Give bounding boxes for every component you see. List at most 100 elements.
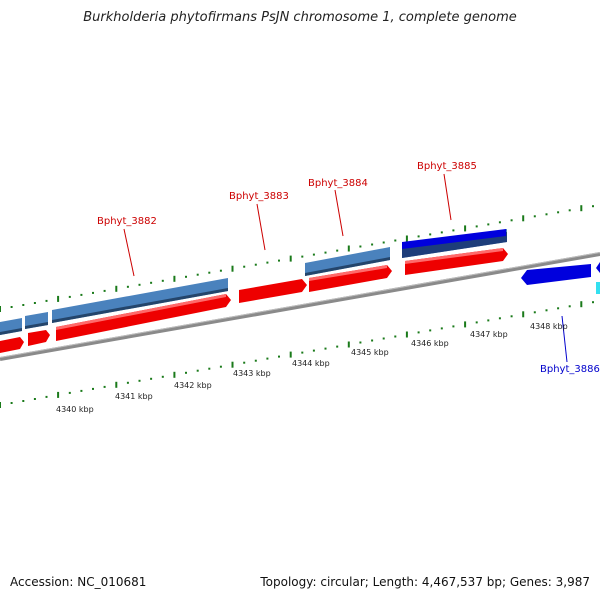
kbp-tick-labels: 4340 kbp 4341 kbp 4342 kbp 4343 kbp 4344… <box>56 322 568 414</box>
ruler-major-tick <box>522 311 525 318</box>
ruler-major-tick <box>464 321 467 328</box>
ruler-minor-tick <box>440 231 443 234</box>
ruler-major-tick <box>0 306 1 312</box>
ruler-minor-tick <box>417 331 420 334</box>
ruler-major-tick <box>405 331 408 338</box>
ruler-minor-tick <box>22 400 25 402</box>
gene-label-leaders <box>123 173 568 363</box>
ruler-minor-tick <box>452 325 455 328</box>
ruler-minor-tick <box>103 289 106 292</box>
ruler-minor-tick <box>150 377 153 380</box>
reverse-cds-arrow[interactable] <box>596 262 600 273</box>
kbp-tick-label: 4347 kbp <box>470 330 508 339</box>
cds-highlight <box>405 248 503 264</box>
reverse-cds-bar[interactable] <box>402 229 506 249</box>
reverse-cds-arrow[interactable] <box>521 264 591 285</box>
gene-label[interactable]: Bphyt_3886 <box>540 364 600 375</box>
ruler-minor-tick <box>487 319 490 322</box>
ruler-minor-tick <box>475 225 478 228</box>
ruler-minor-tick <box>254 263 257 266</box>
ruler-major-tick <box>115 381 118 388</box>
ruler-minor-tick <box>301 351 304 354</box>
forward-cds-arrow[interactable] <box>0 337 24 353</box>
ruler-minor-tick <box>568 305 571 308</box>
cyan-feature[interactable] <box>596 282 600 294</box>
gene-bar[interactable] <box>52 278 228 323</box>
ruler-minor-tick <box>161 279 164 282</box>
ruler-major-tick <box>0 402 1 408</box>
ruler-minor-tick <box>394 335 397 338</box>
ruler-minor-tick <box>196 369 199 372</box>
ruler-minor-tick <box>359 245 362 248</box>
gene-bar-shadow <box>305 257 390 276</box>
forward-cds-arrow[interactable] <box>28 330 50 346</box>
ruler-minor-tick <box>324 347 327 350</box>
gene-label[interactable]: Bphyt_3883 <box>229 191 289 202</box>
gene-label[interactable]: Bphyt_3884 <box>308 178 368 189</box>
ruler-minor-tick <box>533 215 536 218</box>
ruler-minor-tick <box>324 251 327 254</box>
ruler-minor-tick <box>266 357 269 360</box>
ruler-minor-tick <box>126 285 129 288</box>
ruler-minor-tick <box>510 315 513 318</box>
ruler-minor-tick <box>371 243 374 246</box>
ruler-major-tick <box>231 361 234 368</box>
ruler-minor-tick <box>429 233 432 236</box>
ruler-minor-tick <box>592 205 594 208</box>
ruler-minor-tick <box>185 275 187 278</box>
gene-label[interactable]: Bphyt_3882 <box>97 216 157 227</box>
cds-highlight <box>56 294 226 330</box>
ruler-major-tick <box>57 295 60 302</box>
gene-bar-shadow <box>0 328 22 335</box>
ruler-minor-tick <box>429 329 432 332</box>
ruler-major-tick <box>173 371 176 378</box>
ruler-minor-tick <box>336 249 339 252</box>
ruler-minor-tick <box>452 229 455 232</box>
ruler-minor-tick <box>254 359 257 362</box>
ruler-minor-tick <box>382 337 385 340</box>
ruler-major-tick <box>289 351 292 358</box>
gene-bar[interactable] <box>305 247 390 276</box>
outer-tick-ruler <box>0 205 594 312</box>
ruler-minor-tick <box>126 381 129 384</box>
ruler-major-tick <box>347 341 350 348</box>
ruler-major-tick <box>580 301 583 308</box>
ruler-minor-tick <box>10 306 13 308</box>
ruler-minor-tick <box>196 273 199 276</box>
ruler-major-tick <box>115 285 118 292</box>
accession-text: Accession: NC_010681 <box>10 575 147 589</box>
ruler-major-tick <box>289 255 292 262</box>
ruler-minor-tick <box>440 327 443 330</box>
ruler-minor-tick <box>161 375 164 378</box>
gene-label[interactable]: Bphyt_3885 <box>417 161 477 172</box>
ruler-minor-tick <box>278 355 280 358</box>
ruler-minor-tick <box>545 213 548 216</box>
forward-cds-arrow[interactable] <box>56 294 231 341</box>
ruler-major-tick <box>580 205 583 212</box>
ruler-minor-tick <box>243 361 246 364</box>
ruler-minor-tick <box>568 209 571 212</box>
forward-cds-arrow[interactable] <box>239 279 307 303</box>
forward-cds-arrow[interactable] <box>405 248 508 275</box>
gene-labels: Bphyt_3882 Bphyt_3883 Bphyt_3884 Bphyt_3… <box>97 161 600 375</box>
forward-cds-arrow[interactable] <box>309 265 392 292</box>
gene-bar-shadow <box>25 322 48 329</box>
ruler-major-tick <box>405 235 408 242</box>
ruler-major-tick <box>522 215 525 222</box>
ruler-major-tick <box>464 225 467 232</box>
kbp-tick-label: 4348 kbp <box>530 322 568 331</box>
ruler-minor-tick <box>557 211 560 214</box>
ruler-minor-tick <box>150 281 153 284</box>
forward-cds-track <box>0 248 508 353</box>
ruler-minor-tick <box>103 385 106 388</box>
ruler-minor-tick <box>475 321 478 324</box>
ruler-minor-tick <box>10 402 13 404</box>
gene-track <box>0 229 507 335</box>
ruler-major-tick <box>173 275 176 282</box>
ruler-minor-tick <box>498 317 501 320</box>
ruler-minor-tick <box>45 299 48 302</box>
kbp-tick-label: 4340 kbp <box>56 405 94 414</box>
ruler-minor-tick <box>22 304 25 306</box>
ruler-minor-tick <box>138 283 141 286</box>
